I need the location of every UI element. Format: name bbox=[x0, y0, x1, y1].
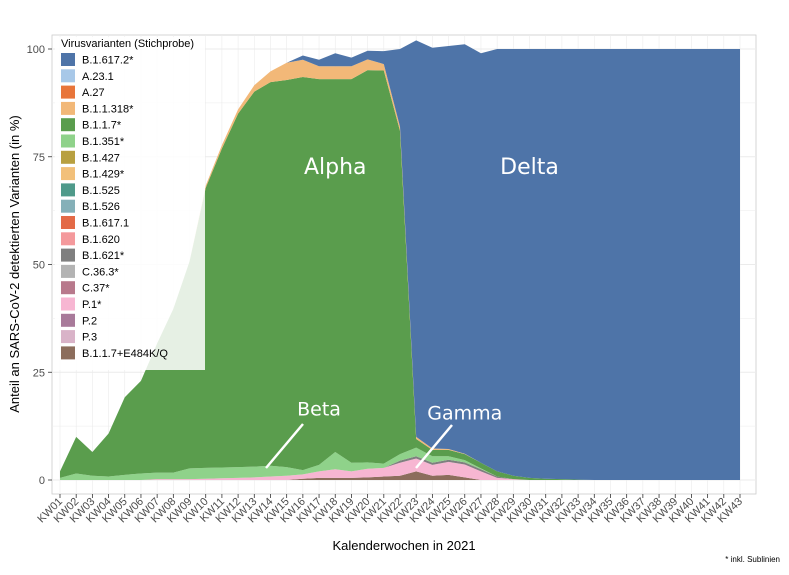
legend-swatch bbox=[61, 167, 75, 181]
y-axis-title: Anteil an SARS-CoV-2 detektierten Varian… bbox=[7, 115, 22, 412]
legend-label: B.1.525 bbox=[82, 185, 120, 197]
footnote: * inkl. Sublinien bbox=[725, 555, 780, 564]
legend-swatch bbox=[61, 346, 75, 360]
legend-label: B.1.620 bbox=[82, 234, 120, 246]
y-tick-label: 0 bbox=[39, 475, 45, 487]
legend-label: B.1.429* bbox=[82, 169, 125, 181]
legend-swatch bbox=[61, 297, 75, 311]
legend-title: Virusvarianten (Stichprobe) bbox=[61, 38, 194, 50]
legend-swatch bbox=[61, 53, 75, 66]
legend-label: P.2 bbox=[82, 315, 97, 327]
legend-swatch bbox=[61, 101, 75, 115]
annotation-alpha: Alpha bbox=[304, 155, 367, 180]
stacked-areas bbox=[60, 40, 740, 481]
legend-swatch bbox=[61, 118, 75, 132]
legend-label: C.37* bbox=[82, 283, 110, 295]
area-b-1-621 bbox=[60, 456, 740, 480]
y-tick-label: 75 bbox=[33, 152, 45, 164]
legend-swatch bbox=[61, 232, 75, 246]
y-tick-label: 100 bbox=[27, 44, 45, 56]
legend-swatch bbox=[61, 313, 75, 327]
legend-label: B.1.427 bbox=[82, 152, 120, 164]
y-tick-label: 25 bbox=[33, 367, 45, 379]
legend-swatch bbox=[61, 183, 75, 197]
annotation-gamma: Gamma bbox=[427, 403, 502, 425]
legend-swatch bbox=[61, 85, 75, 99]
y-axis-ticks: 0 25 50 75 100 bbox=[27, 44, 52, 487]
area-b-1-617-2 bbox=[60, 40, 740, 480]
legend-swatch bbox=[61, 248, 75, 262]
x-axis-title: Kalenderwochen in 2021 bbox=[332, 538, 475, 553]
annotations: Alpha Delta Beta Gamma bbox=[265, 155, 559, 469]
legend-label: B.1.1.7+E484K/Q bbox=[82, 348, 168, 360]
legend-label: P.1* bbox=[82, 299, 102, 311]
legend-swatch bbox=[61, 134, 75, 148]
legend-label: B.1.617.2* bbox=[82, 55, 134, 67]
x-axis-ticks: KW01KW02KW03KW04KW05KW06KW07KW08KW09KW10… bbox=[35, 494, 745, 525]
legend-background bbox=[55, 37, 205, 370]
legend-label: B.1.1.318* bbox=[82, 103, 134, 115]
legend-label: A.23.1 bbox=[82, 71, 114, 83]
legend-label: B.1.621* bbox=[82, 250, 125, 262]
legend-swatch bbox=[61, 216, 75, 229]
y-tick-label: 50 bbox=[33, 260, 45, 272]
legend-swatch bbox=[61, 281, 75, 295]
legend-swatch bbox=[61, 330, 75, 344]
legend-label: C.36.3* bbox=[82, 266, 119, 278]
legend-swatch bbox=[61, 69, 75, 83]
area-b-1-351 bbox=[60, 447, 740, 480]
annotation-delta: Delta bbox=[500, 155, 559, 180]
legend: Virusvarianten (Stichprobe) B.1.617.2* A.… bbox=[55, 37, 205, 370]
legend-label: B.1.351* bbox=[82, 136, 125, 148]
beta-pointer-line bbox=[265, 423, 304, 469]
legend-label: B.1.526 bbox=[82, 201, 120, 213]
gamma-pointer-line bbox=[415, 424, 453, 469]
legend-swatch bbox=[61, 150, 75, 164]
legend-label: B.1.1.7* bbox=[82, 120, 122, 132]
legend-swatch bbox=[61, 264, 75, 278]
legend-label: A.27 bbox=[82, 87, 105, 99]
legend-label: P.3 bbox=[82, 332, 97, 344]
legend-label: B.1.617.1 bbox=[82, 218, 129, 230]
legend-swatch bbox=[61, 199, 75, 213]
area-b-1-1-7 bbox=[60, 70, 740, 480]
annotation-beta: Beta bbox=[297, 398, 341, 420]
area-p-1 bbox=[60, 458, 740, 480]
